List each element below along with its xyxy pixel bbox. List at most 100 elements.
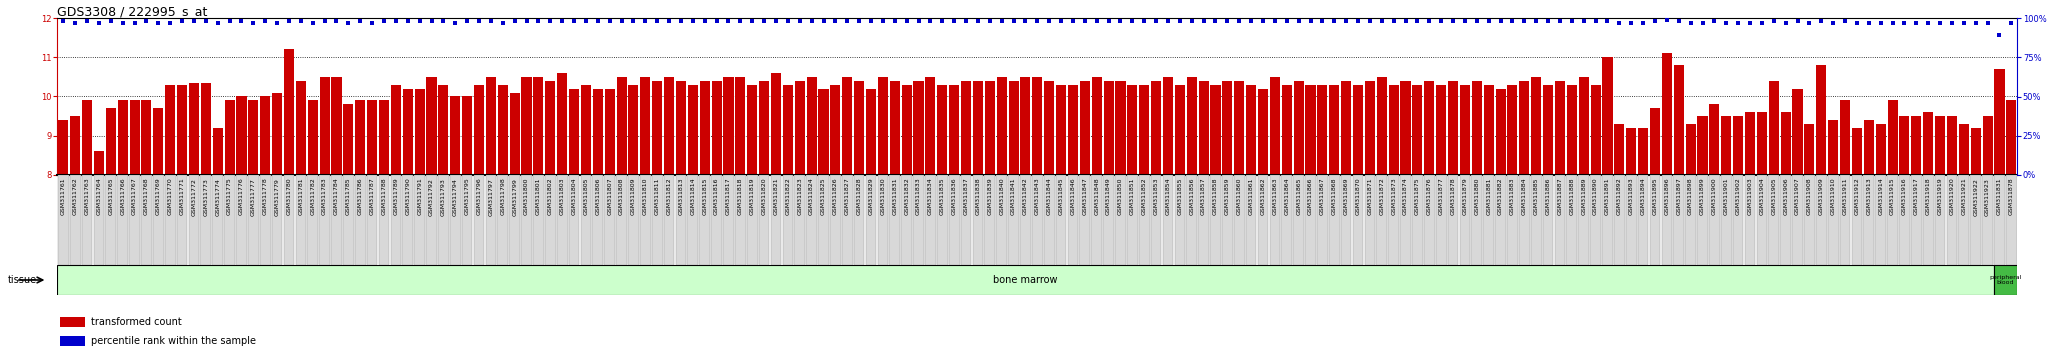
- Bar: [1282, 85, 1292, 175]
- Bar: [782, 175, 793, 265]
- Bar: [498, 85, 508, 175]
- Bar: [545, 175, 555, 265]
- Point: [713, 18, 745, 24]
- Text: GSM311873: GSM311873: [1391, 178, 1397, 216]
- Text: GSM311787: GSM311787: [369, 178, 375, 216]
- Text: GSM311900: GSM311900: [1712, 178, 1716, 215]
- Text: GSM311859: GSM311859: [1225, 178, 1231, 215]
- Bar: [1389, 85, 1399, 175]
- Bar: [1864, 120, 1874, 175]
- Bar: [1401, 81, 1411, 175]
- Bar: [629, 175, 639, 265]
- Text: GSM311792: GSM311792: [428, 178, 434, 216]
- Bar: [1661, 53, 1671, 175]
- Point: [1901, 20, 1933, 25]
- Bar: [1114, 175, 1126, 265]
- Bar: [461, 175, 473, 265]
- Point: [1010, 18, 1042, 24]
- Bar: [367, 175, 377, 265]
- Bar: [1151, 81, 1161, 175]
- Bar: [532, 77, 543, 175]
- Point: [664, 18, 696, 24]
- Point: [1556, 18, 1589, 24]
- Bar: [332, 175, 342, 265]
- Bar: [1829, 120, 1839, 175]
- Bar: [319, 175, 330, 265]
- Bar: [1673, 175, 1683, 265]
- Bar: [379, 175, 389, 265]
- Text: GSM311797: GSM311797: [487, 178, 494, 216]
- Bar: [1079, 81, 1090, 175]
- Bar: [1935, 116, 1946, 175]
- Bar: [723, 175, 733, 265]
- Bar: [1448, 175, 1458, 265]
- Bar: [1708, 175, 1720, 265]
- Point: [1532, 18, 1565, 24]
- Bar: [1413, 85, 1423, 175]
- Point: [272, 18, 305, 24]
- Point: [1104, 18, 1137, 24]
- Bar: [1163, 77, 1174, 175]
- Text: GSM311788: GSM311788: [381, 178, 387, 215]
- Bar: [1542, 85, 1552, 175]
- Point: [997, 18, 1030, 24]
- Point: [369, 18, 401, 24]
- Bar: [485, 77, 496, 175]
- Text: GSM311840: GSM311840: [999, 178, 1004, 215]
- Bar: [285, 50, 295, 175]
- Bar: [1448, 81, 1458, 175]
- Text: bone marrow: bone marrow: [993, 275, 1057, 285]
- Point: [604, 18, 637, 24]
- Point: [1626, 20, 1659, 25]
- Bar: [1911, 116, 1921, 175]
- Bar: [782, 85, 793, 175]
- Bar: [510, 93, 520, 175]
- Point: [807, 18, 840, 24]
- Bar: [1044, 175, 1055, 265]
- Text: GSM311763: GSM311763: [84, 178, 90, 216]
- Bar: [248, 101, 258, 175]
- Text: GSM311896: GSM311896: [1665, 178, 1669, 215]
- Bar: [1376, 77, 1386, 175]
- Text: GSM311862: GSM311862: [1260, 178, 1266, 215]
- Point: [1163, 18, 1196, 24]
- Bar: [1982, 175, 1993, 265]
- Text: GSM311880: GSM311880: [1475, 178, 1479, 215]
- Point: [950, 18, 983, 24]
- Bar: [1567, 85, 1577, 175]
- Bar: [1495, 88, 1505, 175]
- Text: GSM311918: GSM311918: [1925, 178, 1931, 215]
- Bar: [57, 175, 70, 265]
- Bar: [1661, 175, 1673, 265]
- Bar: [1352, 175, 1364, 265]
- Text: GSM311868: GSM311868: [1331, 178, 1337, 215]
- Bar: [948, 175, 961, 265]
- Point: [1210, 18, 1243, 24]
- Bar: [94, 152, 104, 175]
- Point: [201, 20, 233, 25]
- Bar: [1554, 81, 1565, 175]
- Point: [213, 18, 246, 24]
- Text: GSM311876: GSM311876: [1427, 178, 1432, 215]
- Point: [1757, 18, 1790, 24]
- Point: [59, 20, 92, 25]
- Point: [913, 18, 946, 24]
- Text: GSM311794: GSM311794: [453, 178, 459, 216]
- Bar: [451, 175, 461, 265]
- Bar: [342, 175, 354, 265]
- Bar: [688, 175, 698, 265]
- Bar: [1495, 175, 1505, 265]
- Bar: [711, 175, 723, 265]
- Text: GSM311878: GSM311878: [1450, 178, 1456, 215]
- Bar: [401, 175, 414, 265]
- Text: GSM311835: GSM311835: [940, 178, 944, 215]
- Text: GSM311919: GSM311919: [1937, 178, 1944, 216]
- Bar: [1767, 175, 1780, 265]
- Bar: [604, 175, 614, 265]
- Bar: [498, 175, 508, 265]
- Bar: [995, 175, 1008, 265]
- Bar: [1982, 116, 1993, 175]
- Text: GSM311867: GSM311867: [1319, 178, 1325, 215]
- Bar: [770, 73, 780, 175]
- Bar: [1057, 85, 1067, 175]
